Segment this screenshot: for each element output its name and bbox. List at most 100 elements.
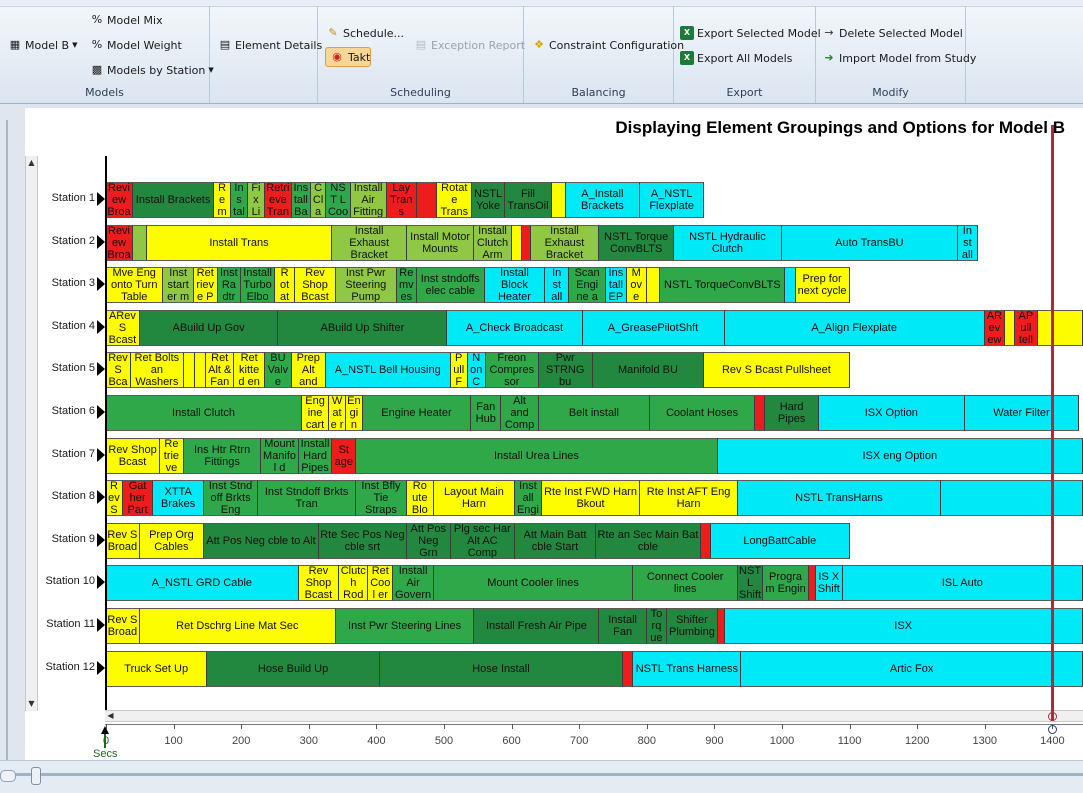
element-group-bar[interactable]: Inst start er m bbox=[163, 267, 194, 304]
element-group-bar[interactable]: Install Clutch Arm bbox=[474, 224, 512, 261]
element-group-bar[interactable]: M ov e bbox=[626, 267, 647, 304]
element-group-bar[interactable]: Rev Shop Bcast bbox=[295, 267, 336, 304]
takt-time-line[interactable] bbox=[1050, 125, 1054, 721]
scroll-down-icon[interactable]: ▼ bbox=[28, 699, 35, 708]
element-group-bar[interactable]: Artic Fox bbox=[741, 650, 1083, 687]
element-group-bar[interactable]: Rte Inst AFT Eng Harn bbox=[640, 480, 739, 517]
station-expand-icon[interactable] bbox=[97, 319, 105, 334]
element-group-bar[interactable]: Freon Compres sor bbox=[485, 352, 539, 389]
element-group-bar[interactable]: ISX eng Option bbox=[717, 437, 1083, 474]
element-group-bar[interactable]: A_NSTL Bell Housing bbox=[325, 352, 451, 389]
delete-selected-model-button[interactable]: → Delete Selected Model bbox=[822, 24, 962, 42]
element-group-bar[interactable]: To rq ue bbox=[646, 608, 668, 644]
element-group-bar[interactable]: NSTL Torque ConvBLTS bbox=[599, 224, 674, 261]
element-group-bar[interactable]: Hose Install bbox=[379, 650, 624, 687]
model-mix-button[interactable]: % Model Mix bbox=[90, 11, 163, 29]
element-group-bar[interactable]: In st all bbox=[545, 267, 570, 304]
station-expand-icon[interactable] bbox=[97, 618, 105, 632]
element-group-bar[interactable]: Review Broa bbox=[106, 224, 134, 261]
models-by-station-button[interactable]: ▩ Models by Station ▼ bbox=[90, 61, 214, 79]
constraint-configuration-button[interactable]: ❖ Constraint Configuration bbox=[532, 36, 684, 54]
element-group-bar[interactable]: Att Main Batt cble Start bbox=[514, 522, 597, 559]
element-group-bar[interactable]: Ins tall EP bbox=[606, 267, 627, 304]
element-group-bar[interactable] bbox=[1005, 309, 1016, 346]
element-group-bar[interactable]: NSTL Hydraulic Clutch bbox=[673, 224, 782, 261]
model-weight-button[interactable]: % Model Weight bbox=[90, 36, 182, 54]
element-group-bar[interactable]: Install Fresh Air Pipe bbox=[474, 608, 600, 644]
element-group-bar[interactable]: ISX bbox=[724, 608, 1083, 644]
element-group-bar[interactable]: Install Urea Lines bbox=[356, 437, 718, 474]
element-group-bar[interactable]: Install Fan bbox=[599, 608, 647, 644]
element-group-bar[interactable]: N on C bbox=[467, 352, 486, 389]
element-group-bar[interactable]: Ret riev e P bbox=[193, 267, 218, 304]
element-group-bar[interactable]: Gat her Part bbox=[122, 480, 154, 517]
element-group-bar[interactable]: Install Hard Pipes bbox=[298, 437, 333, 474]
element-group-bar[interactable]: A_NSTL GRD Cable bbox=[106, 565, 299, 602]
model-b-button[interactable]: ▦ Model B ▼ bbox=[8, 36, 78, 54]
element-group-bar[interactable]: Belt install bbox=[538, 395, 651, 431]
element-group-bar[interactable]: Layout Main Harn bbox=[433, 480, 515, 517]
element-group-bar[interactable]: Ret Dschrg Line Mat Sec bbox=[139, 608, 336, 644]
element-group-bar[interactable]: A_NSTL Flexplate bbox=[640, 182, 705, 218]
scroll-left-icon[interactable]: ◀ bbox=[107, 711, 114, 720]
element-group-bar[interactable]: XTTA Brakes bbox=[153, 480, 204, 517]
element-group-bar[interactable]: Inst Ra dtr bbox=[217, 267, 242, 304]
element-group-bar[interactable]: Rev Shop Bcast bbox=[106, 437, 161, 474]
element-group-bar[interactable]: P ull F bbox=[450, 352, 468, 389]
element-group-bar[interactable]: Prep for next cycle bbox=[795, 267, 850, 304]
zoom-out-icon[interactable] bbox=[0, 770, 16, 782]
station-expand-icon[interactable] bbox=[97, 447, 105, 462]
left-splitter[interactable] bbox=[6, 120, 8, 760]
element-group-bar[interactable]: Manifold BU bbox=[592, 352, 705, 389]
element-group-bar[interactable]: ARev S Bcast bbox=[106, 309, 140, 346]
schedule-button[interactable]: ✎ Schedule... bbox=[326, 24, 404, 42]
element-group-bar[interactable]: En gin e t bbox=[345, 395, 363, 431]
element-group-bar[interactable] bbox=[522, 224, 531, 261]
element-group-bar[interactable]: C Cl a bbox=[310, 182, 327, 218]
element-group-bar[interactable]: Engine Heater bbox=[362, 395, 472, 431]
element-group-bar[interactable]: Inst Bfly Tie Straps bbox=[356, 480, 407, 517]
element-group-bar[interactable]: Rev S Bca bbox=[106, 352, 131, 389]
station-expand-icon[interactable] bbox=[97, 362, 105, 377]
element-group-bar[interactable]: Ret Cool er lin bbox=[368, 565, 394, 602]
element-group-bar[interactable]: Scan Engi ne a bbox=[569, 267, 607, 304]
element-group-bar[interactable]: Plg sec Har Alt AC Comp bbox=[450, 522, 515, 559]
element-group-bar[interactable]: Ro ute Blo bbox=[406, 480, 434, 517]
station-expand-icon[interactable] bbox=[97, 234, 105, 249]
element-group-bar[interactable]: Rev S Broad bbox=[106, 522, 140, 559]
element-group-bar[interactable] bbox=[195, 352, 207, 389]
element-group-bar[interactable]: A_Align Flexplate bbox=[724, 309, 985, 346]
element-group-bar[interactable]: Eng ine cart bbox=[302, 395, 330, 431]
element-group-bar[interactable]: NST L Cooler bbox=[326, 182, 351, 218]
element-group-bar[interactable]: Auto TransBU bbox=[782, 224, 958, 261]
element-group-bar[interactable]: Prep Org Cables bbox=[139, 522, 205, 559]
element-group-bar[interactable]: Ret kitte d en bbox=[234, 352, 265, 389]
element-group-bar[interactable]: Fan Hub bbox=[471, 395, 502, 431]
element-group-bar[interactable]: Prep Alt and bbox=[291, 352, 326, 389]
exception-report-button[interactable]: ▤ Exception Report bbox=[414, 36, 525, 54]
element-group-bar[interactable]: NSTL TorqueConvBLTS bbox=[660, 267, 786, 304]
station-expand-icon[interactable] bbox=[97, 405, 105, 419]
element-group-bar[interactable]: Hose Build Up bbox=[207, 650, 380, 687]
element-group-bar[interactable]: Inst Stndoff Brkts Tran bbox=[258, 480, 357, 517]
element-group-bar[interactable]: Inst stndoffs elec cable bbox=[416, 267, 485, 304]
element-group-bar[interactable]: IS X Shift bbox=[815, 565, 843, 602]
element-group-bar[interactable]: Mount Cooler lines bbox=[433, 565, 634, 602]
element-group-bar[interactable]: Inst Stnd off Brkts Eng bbox=[204, 480, 259, 517]
element-group-bar[interactable]: Connect Cooler lines bbox=[633, 565, 739, 602]
takt-button[interactable]: ◉ Takt bbox=[325, 47, 371, 67]
element-group-bar[interactable]: NSTL Trans Harness bbox=[633, 650, 742, 687]
element-group-bar[interactable]: Re mv es bbox=[396, 267, 417, 304]
element-group-bar[interactable]: ISL Auto bbox=[842, 565, 1083, 602]
element-group-bar[interactable]: Rte Sec Pos Neg cble srt bbox=[318, 522, 407, 559]
element-group-bar[interactable]: Pwr STRNG bu bbox=[538, 352, 593, 389]
element-group-bar[interactable] bbox=[183, 352, 196, 389]
element-group-bar[interactable]: Install Block Heater bbox=[484, 267, 546, 304]
station-expand-icon[interactable] bbox=[97, 490, 105, 505]
element-group-bar[interactable]: Retrieve Trans bbox=[264, 182, 292, 218]
element-group-bar[interactable]: Inst Pwr Steering Pump bbox=[335, 267, 397, 304]
element-group-bar[interactable]: Shifter Plumbing bbox=[667, 608, 718, 644]
element-group-bar[interactable] bbox=[133, 224, 147, 261]
export-selected-model-button[interactable]: X Export Selected Model bbox=[680, 24, 821, 42]
export-all-models-button[interactable]: X Export All Models bbox=[680, 49, 792, 67]
